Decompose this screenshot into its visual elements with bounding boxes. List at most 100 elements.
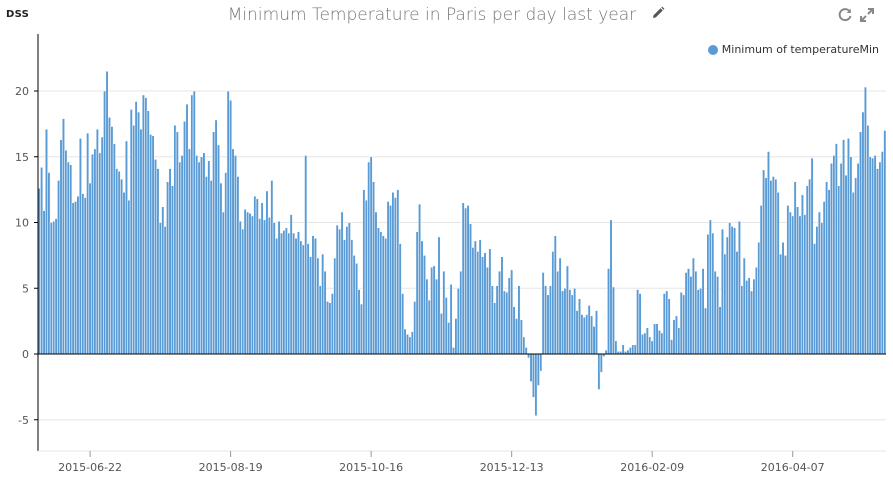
- refresh-icon[interactable]: [837, 7, 853, 23]
- bar: [156, 168, 160, 355]
- bar: [725, 236, 729, 355]
- bar: [461, 202, 465, 355]
- bar: [844, 174, 848, 355]
- x-tick-label: 2015-12-13: [480, 461, 544, 474]
- bar: [175, 131, 179, 355]
- bar: [558, 257, 562, 355]
- bar: [57, 180, 61, 355]
- bar: [393, 197, 397, 355]
- bar: [42, 210, 46, 355]
- bar: [78, 138, 82, 355]
- bar: [343, 239, 346, 355]
- bar: [355, 263, 359, 355]
- bar: [641, 334, 644, 355]
- y-tick-label: 10: [15, 217, 29, 230]
- bar: [592, 326, 596, 355]
- bar: [767, 151, 770, 355]
- bar: [132, 124, 136, 355]
- bar: [134, 101, 138, 355]
- bar: [747, 277, 751, 355]
- chart-legend[interactable]: Minimum of temperatureMin: [707, 43, 879, 56]
- bar: [372, 181, 376, 355]
- bar: [551, 251, 555, 355]
- bar: [340, 211, 344, 355]
- bar: [270, 180, 274, 355]
- bar: [764, 177, 768, 355]
- bar: [793, 181, 797, 355]
- bar: [674, 315, 678, 355]
- bar: [219, 182, 223, 355]
- bar: [265, 190, 269, 355]
- bar: [255, 198, 259, 355]
- bar: [454, 318, 458, 355]
- x-tick-label: 2016-02-09: [620, 461, 684, 474]
- bar: [473, 240, 477, 355]
- bar: [280, 232, 283, 355]
- bar: [100, 136, 104, 355]
- bar: [64, 149, 68, 355]
- bar: [379, 231, 383, 355]
- bar: [546, 294, 550, 355]
- bar: [883, 130, 887, 355]
- bar: [289, 214, 293, 355]
- bar: [214, 119, 218, 355]
- bar: [805, 185, 809, 355]
- bar: [221, 211, 225, 355]
- bar: [866, 124, 870, 355]
- bar: [391, 192, 395, 355]
- bar: [452, 347, 455, 355]
- x-tick-label: 2016-04-07: [761, 461, 825, 474]
- bar: [485, 266, 489, 355]
- bar: [502, 290, 506, 355]
- bar: [493, 302, 497, 355]
- bar: [742, 257, 746, 355]
- bar: [481, 256, 485, 355]
- bar: [498, 270, 502, 355]
- bar: [185, 103, 189, 355]
- bar: [40, 167, 44, 355]
- bar: [573, 288, 577, 355]
- bar: [413, 301, 417, 355]
- bar: [704, 307, 707, 355]
- bar: [430, 266, 434, 355]
- chart-title: Minimum Temperature in Paris per day las…: [227, 4, 637, 25]
- bar: [515, 318, 518, 355]
- bar: [117, 170, 121, 355]
- bar: [754, 266, 758, 355]
- bar: [597, 353, 601, 390]
- bar: [827, 189, 831, 355]
- bar: [284, 227, 288, 355]
- bar: [880, 151, 884, 355]
- bar: [718, 306, 722, 355]
- bar: [524, 347, 528, 355]
- x-tick-label: 2015-10-16: [339, 461, 403, 474]
- bar: [304, 155, 308, 355]
- bar: [250, 215, 254, 355]
- bar: [229, 99, 233, 355]
- bar: [112, 143, 116, 355]
- bar: [108, 117, 111, 355]
- bar: [120, 178, 124, 355]
- y-tick-label: 0: [22, 348, 29, 361]
- bar: [122, 192, 126, 355]
- chart-tools: [837, 7, 875, 23]
- bar: [415, 231, 419, 355]
- expand-icon[interactable]: [859, 7, 875, 23]
- bar: [595, 310, 598, 355]
- bar: [825, 181, 829, 355]
- bar: [110, 126, 114, 355]
- bar: [287, 232, 291, 355]
- x-tick-label: 2015-06-22: [58, 461, 122, 474]
- bar: [217, 144, 220, 355]
- bar: [456, 288, 460, 355]
- bar: [357, 289, 361, 355]
- bar: [272, 222, 276, 355]
- bar: [771, 176, 775, 355]
- bar: [677, 327, 681, 355]
- bar: [359, 303, 363, 355]
- pencil-icon[interactable]: [651, 5, 665, 24]
- bar: [158, 222, 162, 355]
- bar: [750, 290, 753, 355]
- bar: [691, 257, 695, 355]
